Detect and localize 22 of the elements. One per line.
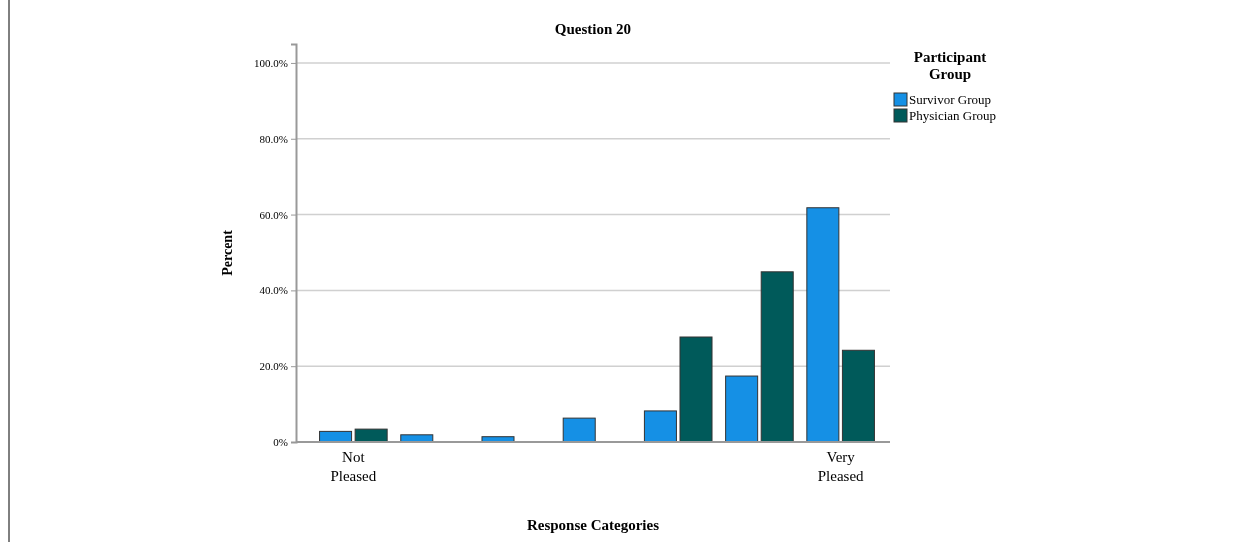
legend-label: Physician Group [909,108,997,123]
y-tick-label: 100.0% [254,56,288,69]
chart-title: Question 20 [554,21,632,37]
bar [562,417,596,443]
y-axis-title: Percent [220,229,235,276]
y-tick-label: 60.0% [259,208,288,221]
bar [725,375,759,443]
bar [760,271,794,443]
bar [841,349,875,443]
legend-label: Survivor Group [909,92,991,107]
x-axis-title: Response Categories [526,517,660,533]
x-tick-label: Not Pleased [330,449,377,484]
y-tick-label: 0% [273,436,288,449]
y-tick-label: 40.0% [259,284,288,297]
legend-title: Participant Group [913,49,987,82]
bar [354,428,388,443]
y-tick-label: 80.0% [259,132,288,145]
y-tick-label: 20.0% [259,360,288,373]
bar [679,336,713,443]
x-tick-label: Very Pleased [817,449,865,484]
bar [806,207,840,443]
bar [643,410,677,443]
